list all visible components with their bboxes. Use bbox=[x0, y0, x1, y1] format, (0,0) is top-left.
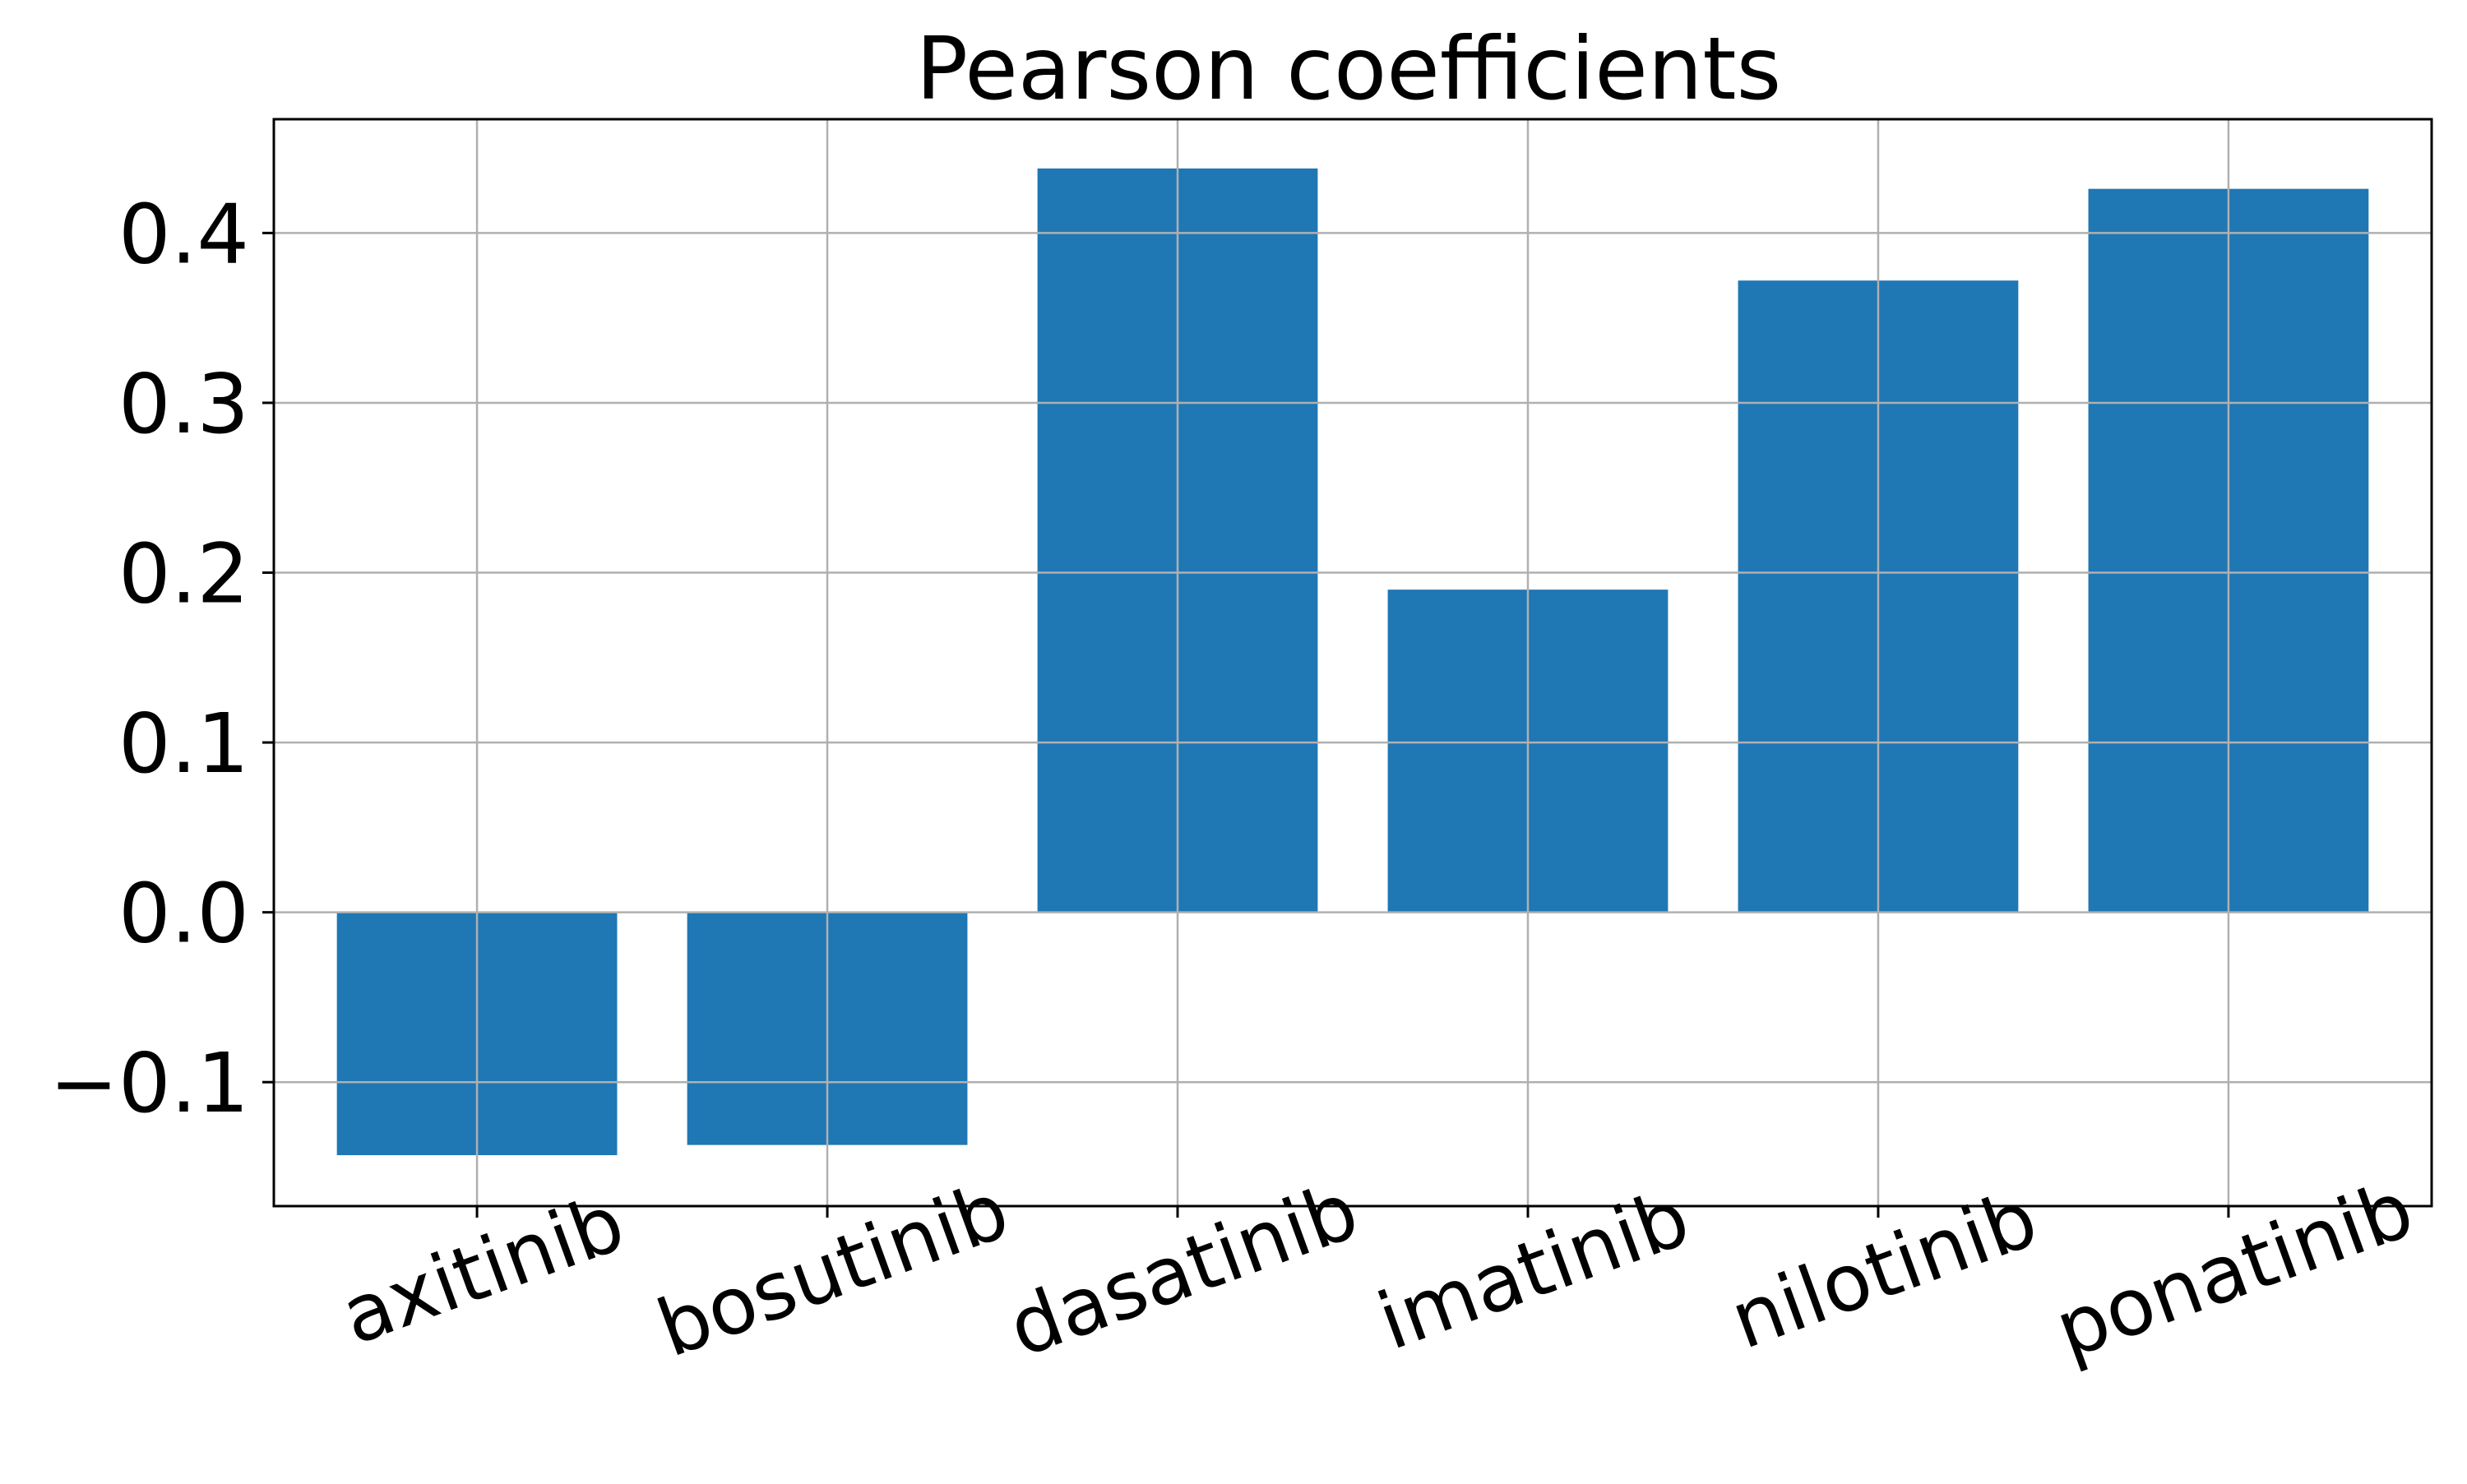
plot-frame bbox=[272, 118, 2433, 1208]
y-tick-label: 0.1 bbox=[118, 696, 249, 792]
y-tick-label: 0.2 bbox=[118, 526, 249, 622]
grid bbox=[274, 119, 2432, 1206]
chart-title: Pearson coefficients bbox=[916, 19, 1782, 119]
axes bbox=[272, 118, 2433, 1208]
y-tick-label: 0.0 bbox=[118, 866, 249, 962]
y-tick-label: 0.3 bbox=[118, 356, 249, 452]
y-tick-label: −0.1 bbox=[49, 1035, 249, 1131]
y-axis-ticks: −0.1 0.0 0.1 0.2 0.3 0.4 bbox=[49, 186, 274, 1131]
y-tick-label: 0.4 bbox=[118, 186, 249, 282]
